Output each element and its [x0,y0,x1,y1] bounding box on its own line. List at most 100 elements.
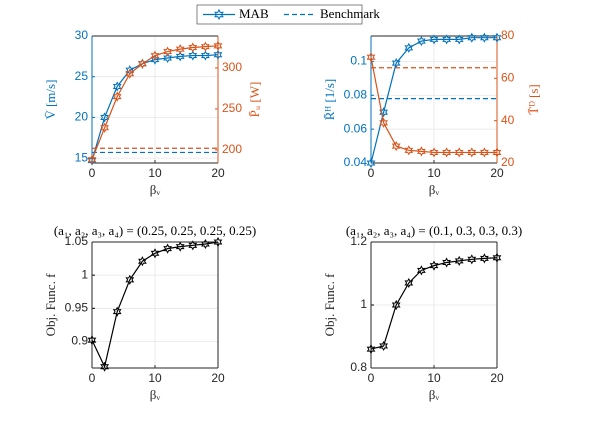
subplot-title: (a₁, a₂, a₃, a₄) = (0.1, 0.3, 0.3, 0.3) [346,223,522,238]
y2-axis-label: T̄ᴰ [s] [526,84,541,115]
marker [188,50,198,61]
marker [467,147,477,158]
x-tick-label: 10 [427,166,441,180]
y-axis-label: Obj. Func. f [322,273,337,337]
x-tick-label: 10 [427,371,441,385]
y-tick-label: 0.04 [344,155,368,169]
x-tick-label: 20 [490,166,504,180]
y2-tick-label: 60 [501,71,515,85]
y-tick-label: 25 [75,69,89,83]
marker [492,147,502,158]
x-tick-label: 10 [148,166,162,180]
marker [150,248,160,259]
y-tick-label: 1 [360,297,367,311]
y-tick-label: 1 [81,267,88,281]
marker [87,154,97,165]
marker [417,36,426,47]
marker [201,50,210,61]
y-tick-label: 0.08 [344,87,368,101]
y-tick-label: 20 [75,110,89,124]
marker [175,51,185,62]
legend-box [196,4,363,25]
y-tick-label: 1.05 [65,234,89,248]
marker [404,277,414,289]
x-axis-label: βᵥ [150,182,161,197]
marker [175,241,185,252]
marker [163,52,172,64]
x-tick-label: 0 [368,166,375,180]
y-axis-label: V̄ [m/s] [43,80,58,120]
y-tick-label: 30 [75,28,89,42]
marker [492,252,502,263]
marker [125,68,135,79]
marker [442,147,451,158]
marker [391,58,401,69]
marker [391,140,401,152]
marker [429,260,439,271]
marker [480,32,489,43]
x-tick-label: 0 [89,371,96,385]
y-axis-label: R̄ᴴ [1/s] [322,79,337,120]
marker [429,34,439,45]
marker [188,42,198,53]
y2-tick-label: 200 [222,142,242,156]
x-tick-label: 20 [211,166,225,180]
marker [150,50,160,61]
marker [138,256,147,267]
marker [366,157,376,169]
y-tick-label: 0.8 [350,360,367,374]
marker [213,40,223,51]
marker [100,112,109,123]
legend-marker [214,8,224,21]
marker [467,254,477,265]
y-tick-label: 1.2 [350,234,367,248]
y-tick-label: 0.9 [71,334,88,348]
marker [391,299,401,311]
marker [163,46,172,57]
x-axis-label: βᵥ [429,387,440,402]
x-tick-label: 10 [148,371,162,385]
marker [112,91,122,102]
y2-tick-label: 80 [501,28,515,42]
marker [379,107,388,118]
y2-tick-label: 20 [501,155,515,169]
y2-axis-label: P̄ᵤ [W] [247,82,262,118]
marker [404,145,414,156]
marker [454,147,464,158]
y2-tick-label: 250 [222,101,242,115]
marker [480,147,489,158]
marker [112,81,122,92]
marker [379,340,388,352]
series-line [91,45,219,160]
marker [417,146,426,157]
series-line [370,57,497,154]
marker [188,240,198,251]
series-line [370,257,498,350]
y-tick-label: 0.1 [350,54,367,68]
marker [442,257,451,268]
marker [429,147,439,158]
marker [213,236,223,248]
y2-tick-label: 40 [501,113,515,127]
marker [404,42,414,53]
marker [379,117,388,128]
x-tick-label: 20 [490,371,504,385]
y-tick-label: 0.95 [65,300,89,314]
y2-tick-label: 300 [222,60,242,74]
marker [480,253,489,264]
marker [87,335,97,346]
marker [366,344,376,355]
marker [467,32,477,43]
series-line [91,241,219,369]
marker [454,34,464,45]
x-tick-label: 0 [89,166,96,180]
marker [366,52,376,63]
marker [213,49,223,60]
series-line [370,37,497,164]
x-axis-label: βᵥ [150,387,161,402]
y-axis-label: Obj. Func. f [43,273,58,337]
y-tick-label: 15 [75,150,89,164]
marker [417,265,426,276]
marker [112,306,122,317]
